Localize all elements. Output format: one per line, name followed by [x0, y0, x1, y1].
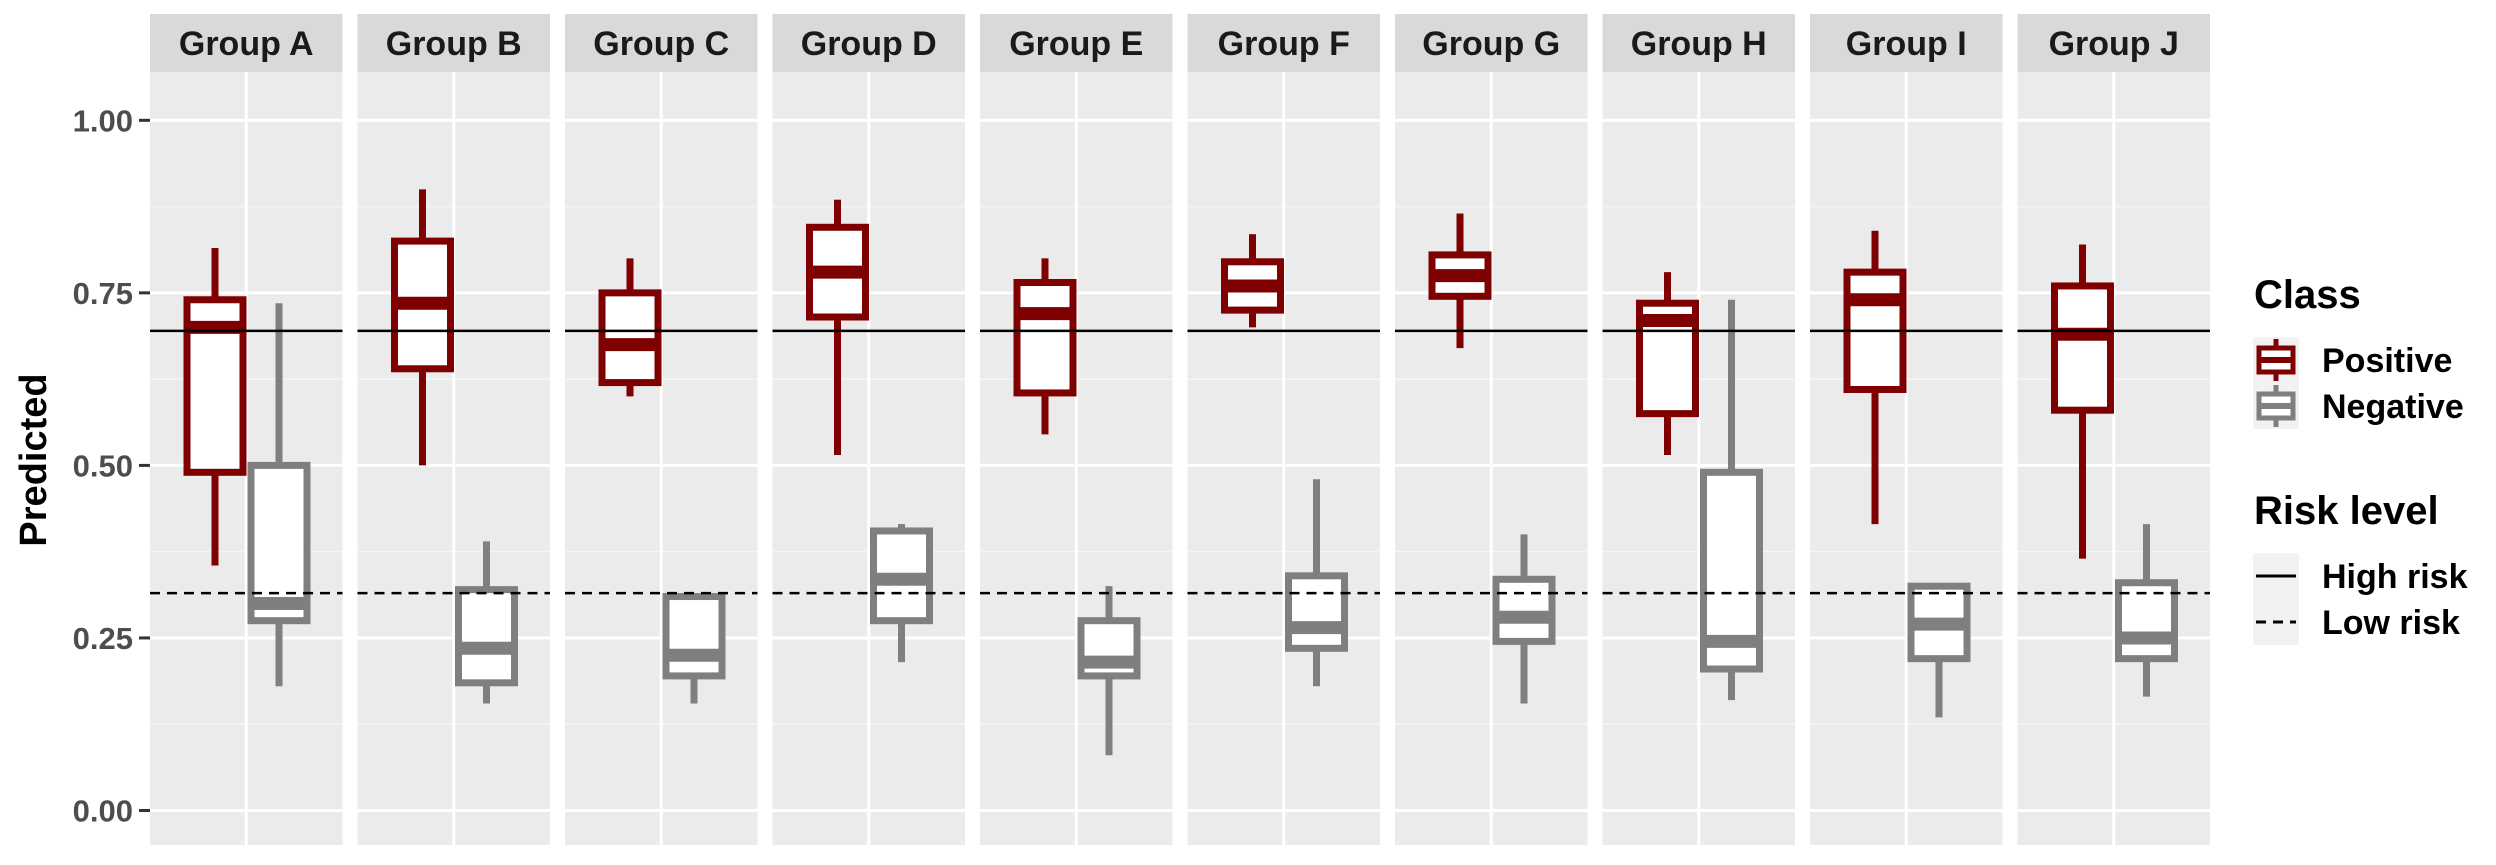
- facet-panel: Group E: [980, 14, 1173, 845]
- facet-panel: Group D: [772, 14, 965, 845]
- y-tick-label: 0.00: [73, 793, 133, 828]
- facet-strip: [1395, 14, 1588, 72]
- legend-class-label: Negative: [2322, 388, 2464, 426]
- legend-risk-items: High risk Low risk: [2253, 553, 2468, 645]
- facet-strip: [1602, 14, 1795, 72]
- facet-strip: [357, 14, 550, 72]
- facet-panel: Group G: [1395, 14, 1588, 845]
- facet-panel: Group B: [357, 14, 550, 845]
- facet-strip: [980, 14, 1173, 72]
- legend-class-items: Positive Negative: [2253, 337, 2464, 429]
- legend-class-title: Class: [2254, 273, 2361, 317]
- facet-panel: Group I: [1810, 14, 2003, 845]
- y-tick-label: 0.75: [73, 276, 133, 311]
- legend-class-item: Negative: [2253, 383, 2464, 429]
- facet-strip-label: Group H: [1631, 25, 1767, 63]
- facet-strip-label: Group A: [179, 25, 314, 63]
- legend-risk-item: Low risk: [2253, 599, 2460, 645]
- box: [455, 586, 518, 687]
- facet-panel: Group C: [565, 14, 758, 845]
- facet-strip-label: Group F: [1218, 25, 1350, 63]
- legend-class-item: Positive: [2253, 337, 2452, 383]
- facet-strip-label: Group C: [593, 25, 729, 63]
- box: [2115, 579, 2178, 663]
- facet-strip-label: Group J: [2049, 25, 2179, 63]
- y-axis: 0.00 0.25 0.50 0.75 1.00: [73, 103, 150, 828]
- box: [1492, 575, 1556, 645]
- box: [1285, 572, 1348, 652]
- y-tick-label: 1.00: [73, 103, 133, 138]
- legend-risk-item: High risk: [2253, 553, 2468, 599]
- facet-strip: [2017, 14, 2210, 72]
- facet-panel: Group F: [1187, 14, 1380, 845]
- y-tick-label: 0.25: [73, 621, 133, 656]
- facet-strip: [565, 14, 758, 72]
- legend: Class Risk level Positive Negative High r…: [2253, 273, 2468, 645]
- box: [1013, 279, 1077, 397]
- y-tick-label: 0.50: [73, 448, 133, 483]
- legend-class-label: Positive: [2322, 342, 2452, 380]
- y-axis-label: Predicted: [13, 373, 55, 546]
- facet-panel: Group A: [150, 14, 343, 845]
- box: [2051, 282, 2114, 414]
- facet-panel: Group H: [1602, 14, 1795, 845]
- legend-risk-title: Risk level: [2254, 489, 2439, 533]
- legend-risk-label: Low risk: [2322, 604, 2460, 642]
- box: [247, 461, 311, 625]
- box: [662, 593, 726, 680]
- legend-risk-label: High risk: [2322, 558, 2468, 596]
- facet-strip-label: Group D: [801, 25, 937, 63]
- box: [598, 289, 662, 387]
- facet-strip: [1187, 14, 1380, 72]
- facet-strip-label: Group I: [1846, 25, 1967, 63]
- facet-panels: Group A Group B Group C Group D Group E Group…: [150, 14, 2210, 845]
- facet-strip-label: Group G: [1422, 25, 1560, 63]
- facet-panel: Group J: [2017, 14, 2210, 845]
- facet-strip: [150, 14, 343, 72]
- facet-strip: [772, 14, 965, 72]
- facet-strip-label: Group E: [1009, 25, 1143, 63]
- facet-strip: [1810, 14, 2003, 72]
- facet-strip-label: Group B: [386, 25, 522, 63]
